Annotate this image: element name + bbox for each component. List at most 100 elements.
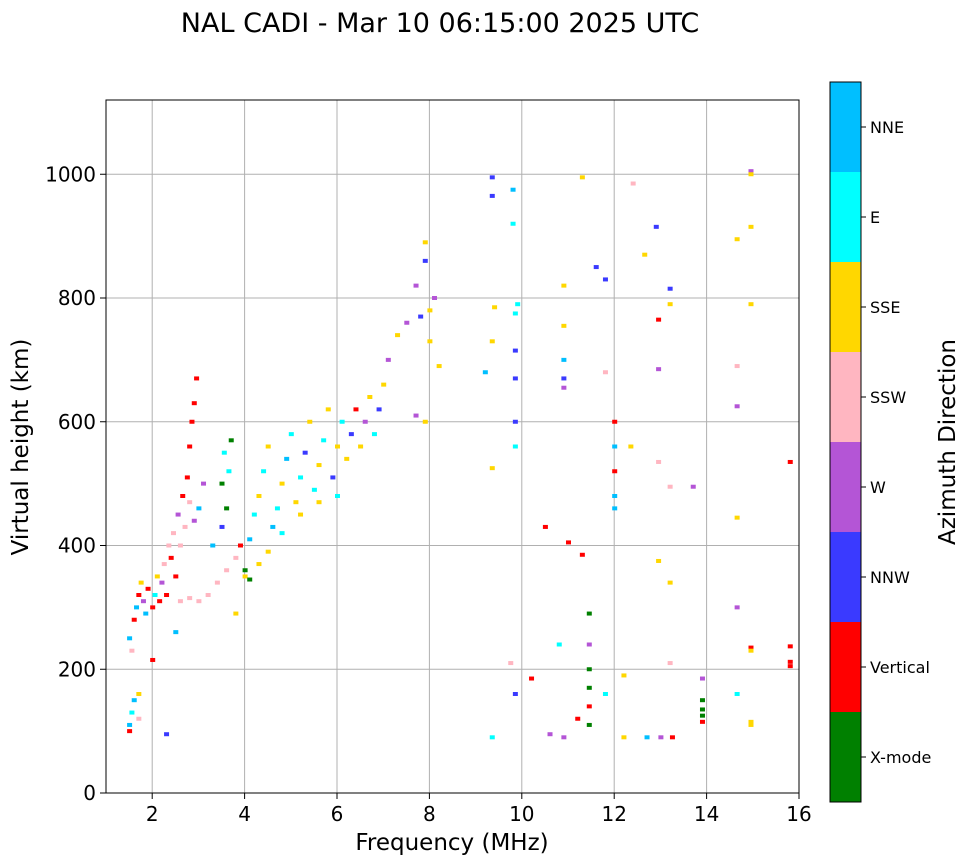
echo-point <box>201 481 207 486</box>
echo-point <box>348 432 354 437</box>
echo-point <box>175 512 181 517</box>
echo-point <box>150 657 156 662</box>
echo-point <box>187 596 193 601</box>
echo-point <box>247 537 253 542</box>
colorbar-segment <box>830 442 861 532</box>
echo-point <box>194 376 200 381</box>
echo-point <box>131 617 137 622</box>
echo-point <box>667 484 673 489</box>
echo-point <box>180 494 186 498</box>
echo-point <box>489 175 495 180</box>
echo-point <box>612 494 618 498</box>
echo-point <box>656 317 662 322</box>
echo-point <box>489 339 495 344</box>
echo-point <box>316 500 322 505</box>
echo-point <box>787 659 793 664</box>
colorbar-frame <box>829 81 862 803</box>
colorbar-tick-label: SSE <box>870 298 900 317</box>
echo-point <box>242 574 248 579</box>
colorbar-tick-label: Vertical <box>870 658 930 677</box>
chart-title: NAL CADI - Mar 10 06:15:00 2025 UTC <box>181 8 699 39</box>
echo-point <box>339 419 345 424</box>
echo-point <box>508 661 514 666</box>
echo-point <box>422 240 428 245</box>
echo-point <box>512 311 518 316</box>
echo-point <box>127 722 133 727</box>
echo-point <box>298 475 304 480</box>
echo-point <box>362 419 368 424</box>
echo-point <box>748 719 754 724</box>
echo-point <box>358 444 364 449</box>
echo-point <box>529 676 535 681</box>
echo-point <box>177 599 183 604</box>
echo-point <box>344 456 350 461</box>
echo-point <box>748 645 754 650</box>
echo-point <box>561 357 567 362</box>
echo-point <box>157 599 163 604</box>
echo-point <box>168 555 174 560</box>
echo-point <box>293 500 299 505</box>
echo-point <box>658 735 664 740</box>
echo-point <box>242 568 248 573</box>
echo-point <box>422 419 428 424</box>
echo-point <box>612 444 618 449</box>
colorbar-tick-label: E <box>870 208 880 227</box>
echo-point <box>173 630 179 635</box>
echo-point <box>154 574 160 579</box>
echo-point <box>224 568 230 573</box>
echo-point <box>270 524 276 529</box>
echo-point <box>335 494 340 498</box>
echo-point <box>129 710 135 715</box>
echo-point <box>642 252 648 257</box>
echo-point <box>492 305 498 310</box>
echo-point <box>422 258 428 263</box>
echo-point <box>335 444 340 449</box>
echo-point <box>136 593 142 597</box>
echo-point <box>143 611 149 616</box>
echo-point <box>226 469 232 474</box>
colorbar: X-mode Vertical NNW W SSW SSE E NNE <box>829 81 931 803</box>
echo-point <box>395 333 401 338</box>
y-tick-label: 400 <box>58 534 96 558</box>
echo-point <box>586 642 592 647</box>
echo-point <box>321 438 327 443</box>
colorbar-segment <box>830 712 861 802</box>
echo-point <box>542 524 548 529</box>
echo-point <box>177 543 183 548</box>
echo-point <box>432 296 438 300</box>
x-tick-label: 14 <box>694 802 719 826</box>
echo-point <box>512 692 518 696</box>
echo-point <box>482 370 488 375</box>
echo-point <box>748 302 754 307</box>
echo-point <box>191 401 197 406</box>
y-tick-label: 200 <box>58 657 96 681</box>
echo-point <box>219 524 225 529</box>
grid-lines <box>106 100 800 794</box>
echo-point <box>656 367 662 372</box>
echo-point <box>734 692 740 696</box>
colorbar-segment <box>830 352 861 442</box>
echo-point <box>667 661 673 666</box>
x-axis-ticks: 2 4 6 8 10 12 14 16 <box>146 793 812 826</box>
colorbar-tick-label: W <box>870 478 886 497</box>
echo-point <box>602 277 608 282</box>
echo-point <box>510 221 516 226</box>
echo-point <box>612 506 618 511</box>
y-axis-ticks: 0 200 400 600 800 1000 <box>45 162 106 805</box>
echo-point <box>561 283 567 288</box>
y-tick-label: 0 <box>83 781 96 805</box>
y-tick-label: 800 <box>58 286 96 310</box>
echo-point <box>612 419 618 424</box>
echo-point <box>734 364 740 369</box>
echo-point <box>547 732 553 737</box>
echo-point <box>129 648 135 653</box>
colorbar-segment <box>830 262 861 352</box>
echo-point <box>512 444 518 449</box>
echo-point <box>489 193 495 198</box>
echo-point <box>561 323 567 328</box>
echo-point <box>298 512 304 517</box>
echo-point <box>311 487 317 492</box>
echo-point <box>138 580 144 585</box>
echo-point <box>561 376 567 381</box>
